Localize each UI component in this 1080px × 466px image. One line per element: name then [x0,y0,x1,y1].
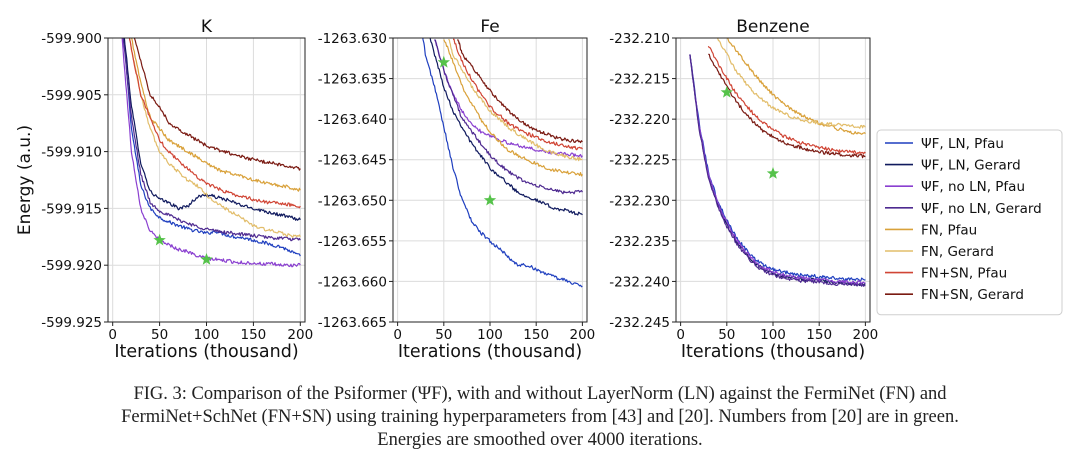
series-line--f-no-ln-gerard [122,38,301,242]
series-line-fn-pfau [726,38,866,135]
legend: ΨF, LN, Pfau ΨF, LN, Gerard ΨF, no LN, Pfa… [876,129,1063,316]
series-line--f-ln-pfau [689,54,866,282]
series-line--f-no-ln-gerard [689,54,866,287]
chart-panel-k: 0 50 100 150 200 -599.925 -599.920 -599.915 -599… [15,17,313,362]
series-line-fn-gerard [448,38,583,162]
caption-line-1: FIG. 3: Comparison of the Psiformer (ΨF)… [133,384,947,404]
x-tick-label: 50 [151,327,168,343]
figure-caption: FIG. 3: Comparison of the Psiformer (ΨF)… [20,383,1060,452]
x-tick-label: 150 [806,327,832,343]
series-line--f-ln-gerard [123,38,301,221]
reference-star-marker [483,193,497,206]
chart-panel-fe: 0 50 100 150 200 -1263.665 -1263.660 -1263.655 -… [318,17,596,362]
series-line--f-ln-gerard [429,38,583,216]
y-tick-label: -599.900 [41,31,102,47]
reference-star-marker [153,233,166,246]
series-line-fn+sn-pfau [707,45,866,155]
x-tick-label: 100 [477,327,503,343]
y-tick-label: -1263.640 [318,112,387,128]
reference-star-marker [437,55,450,68]
series-line--f-ln-gerard [689,54,866,287]
y-tick-label: -1263.645 [318,153,387,169]
y-tick-label: -599.910 [41,145,102,161]
y-tick-label: -232.215 [609,72,670,88]
y-tick-label: -599.920 [41,258,102,274]
legend-entry-label: ΨF, LN, Gerard [921,158,1021,174]
y-tick-label: -232.235 [609,234,670,250]
x-axis-label: Iterations (thousand) [398,342,582,362]
chart-title: K [201,17,213,37]
y-tick-label: -599.905 [41,88,102,104]
x-tick-label: 200 [287,327,313,343]
series-line--f-ln-pfau [422,38,583,288]
series-line--f-no-ln-gerard [434,39,583,195]
legend-entry-label: ΨF, no LN, Gerard [921,201,1042,217]
y-tick-label: -599.915 [41,201,102,217]
y-tick-label: -599.925 [41,315,102,331]
y-axis-label: Energy (a.u.) [15,125,35,235]
x-tick-label: 100 [760,327,786,343]
x-tick-label: 150 [523,327,549,343]
legend-entry-label: FN+SN, Pfau [921,266,1007,282]
x-tick-label: 200 [852,327,878,343]
y-tick-label: -1263.655 [318,234,387,250]
chart-title: Fe [480,17,499,37]
y-tick-label: -1263.630 [318,31,387,47]
series-line-fn+sn-gerard [708,53,866,159]
legend-entry-label: FN, Pfau [921,222,977,238]
series-line-fn+sn-pfau [452,38,583,151]
y-tick-label: -232.230 [609,193,670,209]
reference-star-marker [766,167,780,179]
y-tick-label: -232.245 [609,315,670,331]
y-tick-label: -1263.660 [318,274,387,290]
series-line-fn+sn-pfau [128,38,301,209]
plot-area [689,38,866,287]
x-axis-label: Iterations (thousand) [114,342,298,362]
series-line--f-no-ln-pfau [689,54,866,285]
legend-entry-label: FN, Gerard [921,244,994,260]
reference-star-marker [200,253,213,265]
series-line-fn-gerard [717,38,866,129]
chart-title: Benzene [736,17,810,37]
series-line-fn+sn-gerard [133,38,301,171]
series-line-fn-gerard [128,38,301,238]
x-axis-label: Iterations (thousand) [681,342,865,362]
y-tick-label: -1263.650 [318,193,387,209]
chart-panel-benzene: 0 50 100 150 200 -232.245 -232.240 -232.235 -232… [609,17,878,362]
y-tick-label: -1263.665 [318,315,387,331]
x-tick-label: 100 [194,327,220,343]
legend-entry-label: ΨF, no LN, Pfau [921,179,1025,195]
y-tick-label: -232.240 [609,274,670,290]
plot-area [121,38,301,268]
legend-entry-label: FN+SN, Gerard [921,287,1024,303]
x-tick-label: 0 [676,327,685,343]
chart-figure: 0 50 100 150 200 -599.925 -599.920 -599.915 -599… [15,17,1063,362]
x-tick-label: 200 [569,327,595,343]
y-tick-label: -232.210 [609,31,670,47]
y-tick-label: -232.220 [609,112,670,128]
caption-line-3: Energies are smoothed over 4000 iteratio… [377,430,703,450]
x-tick-label: 50 [718,327,735,343]
plot-area [422,38,583,288]
series-line-fn-pfau [443,39,583,177]
y-tick-label: -232.225 [609,153,670,169]
x-tick-label: 50 [435,327,452,343]
series-line--f-no-ln-pfau [434,39,583,158]
reference-star-marker [720,85,733,98]
caption-line-2: FermiNet+SchNet (FN+SN) using training h… [121,407,959,427]
series-line--f-ln-pfau [123,38,301,257]
x-tick-label: 0 [108,327,117,343]
legend-frame [876,129,1063,316]
legend-entry-label: ΨF, LN, Pfau [921,136,1004,152]
y-tick-label: -1263.635 [318,72,387,88]
x-tick-label: 150 [241,327,267,343]
series-line-fn+sn-gerard [457,39,583,144]
x-tick-label: 0 [393,327,402,343]
